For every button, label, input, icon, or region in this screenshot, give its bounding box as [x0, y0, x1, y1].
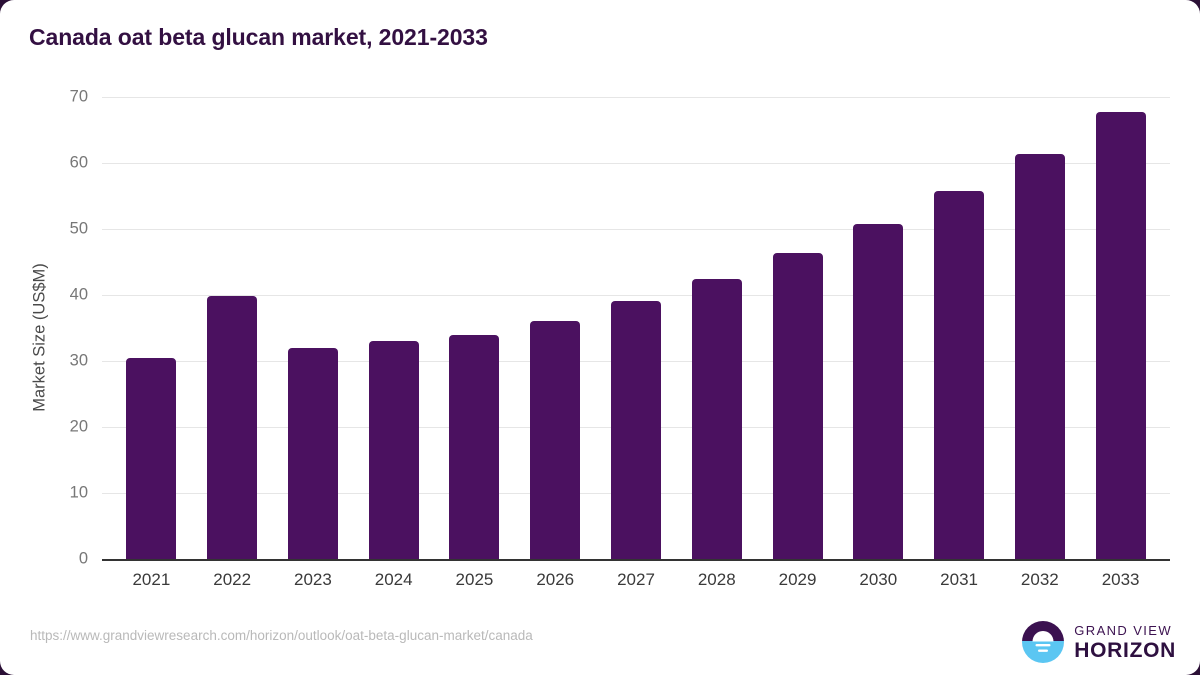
- y-tick-label: 40: [69, 285, 88, 304]
- y-tick-label: 10: [69, 483, 88, 502]
- x-tick-label: 2033: [1101, 570, 1140, 589]
- gridline: [102, 295, 1170, 296]
- x-tick-label: 2025: [455, 570, 494, 589]
- horizon-logo-icon: [1022, 621, 1065, 663]
- x-tick-label: 2028: [697, 570, 736, 589]
- y-tick-label: 0: [78, 549, 88, 568]
- bar[interactable]: [934, 191, 985, 559]
- bar[interactable]: [126, 358, 177, 559]
- y-tick-label: 20: [69, 417, 88, 436]
- bar[interactable]: [368, 341, 419, 559]
- x-tick-label: 2026: [536, 570, 575, 589]
- x-axis-line: [102, 559, 1170, 561]
- logo-line-horizon: HORIZON: [1074, 638, 1176, 662]
- bar[interactable]: [207, 296, 258, 559]
- page-title: Canada oat beta glucan market, 2021-2033: [29, 24, 488, 50]
- bar[interactable]: [449, 334, 500, 559]
- source-url[interactable]: https://www.grandviewresearch.com/horizo…: [30, 628, 533, 643]
- x-tick-label: 2023: [294, 570, 332, 589]
- x-tick-label: 2024: [374, 570, 413, 589]
- gridline: [102, 163, 1170, 164]
- x-tick-label: 2029: [778, 570, 817, 589]
- bar[interactable]: [691, 279, 742, 559]
- y-tick-label: 30: [69, 351, 88, 370]
- gridline: [102, 229, 1170, 230]
- y-tick-label: 70: [69, 87, 88, 106]
- y-tick-label: 60: [69, 153, 88, 172]
- grand-view-horizon-logo: GRAND VIEW HORIZON: [1021, 620, 1176, 664]
- bar[interactable]: [287, 348, 338, 559]
- y-axis-ticks: 0 10 20 30 40 50 60 70: [20, 0, 88, 675]
- logo-line-grand-view: GRAND VIEW: [1074, 622, 1173, 638]
- bar[interactable]: [853, 224, 904, 559]
- bar[interactable]: [530, 320, 581, 559]
- bar[interactable]: [1095, 112, 1146, 559]
- x-tick-label: 2022: [213, 570, 252, 589]
- x-tick-label: 2030: [859, 570, 898, 589]
- gridline: [102, 97, 1170, 98]
- y-tick-label: 50: [69, 219, 88, 238]
- bar[interactable]: [772, 253, 823, 559]
- bar[interactable]: [1014, 153, 1065, 559]
- x-tick-label: 2027: [617, 570, 655, 589]
- x-tick-label: 2021: [132, 570, 171, 589]
- logo-wordmark: GRAND VIEW HORIZON: [1074, 624, 1176, 661]
- x-tick-label: 2032: [1020, 570, 1059, 589]
- x-tick-label: 2031: [940, 570, 978, 589]
- bar[interactable]: [611, 300, 661, 559]
